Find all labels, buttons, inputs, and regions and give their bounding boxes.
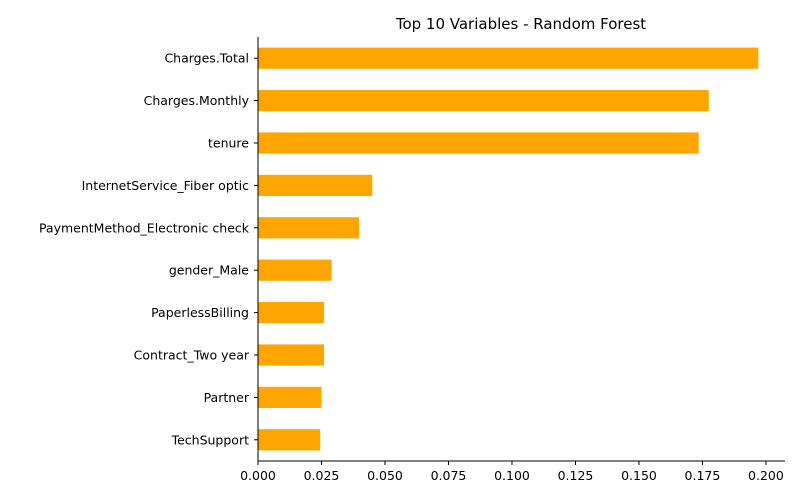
category-label: tenure <box>208 136 249 151</box>
bar-5 <box>258 259 332 281</box>
category-label: Contract_Two year <box>134 348 250 363</box>
x-axis-ticks: 0.000 0.025 0.050 0.075 0.100 0.125 0.150 0.175… <box>240 461 784 483</box>
category-label: gender_Male <box>169 263 249 278</box>
bar-6 <box>258 302 325 324</box>
category-label: Charges.Total <box>164 51 249 66</box>
bar-1 <box>258 90 709 112</box>
category-label: PaymentMethod_Electronic check <box>39 220 250 235</box>
category-label: PaperlessBilling <box>151 305 249 320</box>
x-tick-label: 0.100 <box>494 468 530 483</box>
x-tick-label: 0.000 <box>240 468 276 483</box>
bar-0 <box>258 47 759 69</box>
bar-9 <box>258 429 321 451</box>
x-tick-label: 0.075 <box>431 468 467 483</box>
x-tick-label: 0.175 <box>685 468 721 483</box>
category-label: InternetService_Fiber optic <box>82 178 250 193</box>
bar-8 <box>258 386 322 408</box>
chart-title: Top 10 Variables - Random Forest <box>395 15 646 33</box>
bars-group <box>258 47 759 451</box>
x-tick-label: 0.150 <box>621 468 657 483</box>
x-tick-label: 0.025 <box>304 468 340 483</box>
bar-3 <box>258 174 373 196</box>
x-tick-label: 0.050 <box>367 468 403 483</box>
category-labels: Charges.Total Charges.Monthly tenure Intern… <box>39 51 258 447</box>
category-label: Charges.Monthly <box>144 93 250 108</box>
x-tick-label: 0.125 <box>558 468 594 483</box>
bar-2 <box>258 132 699 154</box>
bar-7 <box>258 344 325 366</box>
category-label: Partner <box>204 390 250 405</box>
bar-4 <box>258 217 360 239</box>
category-label: TechSupport <box>171 432 250 447</box>
x-tick-label: 0.200 <box>748 468 784 483</box>
